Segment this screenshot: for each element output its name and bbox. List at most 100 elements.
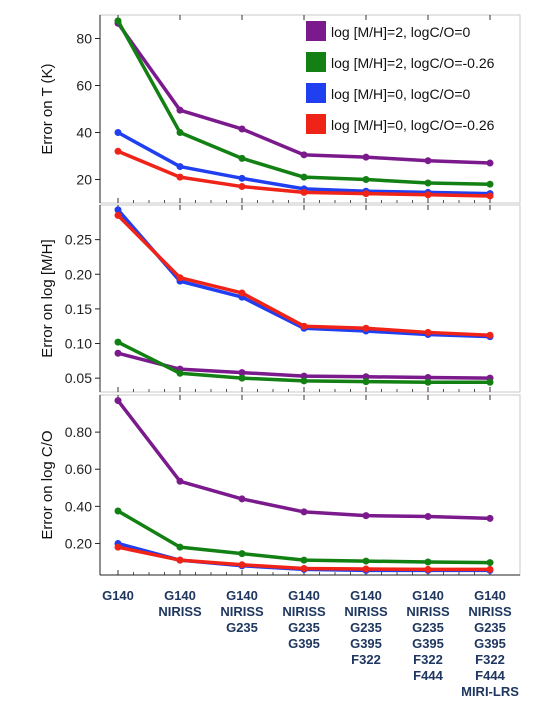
legend-label: log [M/H]=2, logC/O=-0.26: [331, 55, 495, 71]
data-point: [114, 211, 122, 219]
panel-1: 20 40 60 80 Error on T (K) log [M/H]=2, logC/…: [39, 14, 521, 204]
category-line: NIRISS: [282, 604, 326, 619]
data-point: [176, 106, 184, 114]
category-line: NIRISS: [344, 604, 388, 619]
data-point: [300, 173, 308, 181]
data-point: [300, 322, 308, 330]
data-point: [362, 176, 370, 183]
legend: log [M/H]=2, logC/O=0 log [M/H]=2, logC/O…: [306, 21, 495, 134]
data-point: [486, 331, 494, 339]
category-line: G140: [102, 588, 134, 603]
data-point: [114, 147, 122, 155]
category-line: G235: [288, 620, 320, 635]
data-point: [300, 565, 308, 573]
category-line: G140: [288, 588, 320, 603]
plot-area: [99, 394, 521, 576]
data-point: [176, 129, 184, 136]
y-axis-title: Error on log [M/H]: [39, 239, 56, 357]
y-tick-label: 0.60: [65, 461, 92, 477]
data-point: [176, 543, 184, 551]
y-axis-title: Error on T (K): [39, 63, 56, 154]
category-line: F322: [351, 652, 381, 667]
category-line: NIRISS: [406, 604, 450, 619]
data-point: [362, 565, 370, 573]
panel-3: 0.20 0.40 0.60 0.80 Error on log C/O: [39, 394, 521, 576]
category-line: G235: [350, 620, 382, 635]
data-point: [238, 561, 246, 569]
data-point: [486, 559, 494, 567]
data-point: [424, 328, 432, 336]
y-tick-label: 0.15: [65, 301, 92, 317]
data-point: [424, 157, 432, 165]
data-point: [176, 477, 184, 485]
data-point: [238, 183, 246, 191]
y-tick-label: 0.25: [65, 232, 92, 248]
y-tick-label: 0.05: [65, 370, 92, 386]
data-point: [424, 378, 432, 386]
legend-swatch: [306, 114, 326, 134]
data-point: [486, 378, 494, 386]
data-point: [238, 154, 246, 162]
data-point: [114, 349, 122, 357]
category-line: F322: [475, 652, 505, 667]
data-point: [300, 151, 308, 159]
legend-label: log [M/H]=2, logC/O=0: [331, 24, 471, 40]
y-tick-label: 0.40: [65, 498, 92, 514]
data-point: [362, 512, 370, 520]
data-point: [486, 514, 494, 522]
data-point: [424, 179, 432, 187]
data-point: [424, 513, 432, 521]
category-line: F322: [413, 652, 443, 667]
category-line: G140: [412, 588, 444, 603]
category-line: NIRISS: [468, 604, 512, 619]
data-point: [176, 556, 184, 564]
category-line: F444: [413, 668, 443, 683]
data-point: [300, 188, 308, 196]
data-point: [300, 372, 308, 380]
data-point: [424, 558, 432, 566]
data-point: [486, 180, 494, 188]
category-line: G395: [412, 636, 444, 651]
data-point: [176, 163, 184, 171]
category-line: G395: [288, 636, 320, 651]
data-point: [362, 373, 370, 381]
data-point: [238, 289, 246, 297]
legend-swatch: [306, 83, 326, 103]
data-point: [114, 129, 122, 136]
category-line: F444: [475, 668, 505, 683]
data-point: [114, 206, 122, 214]
y-tick-label: 40: [76, 125, 92, 141]
legend-swatch: [306, 52, 326, 72]
data-point: [300, 377, 308, 385]
category-line: NIRISS: [158, 604, 202, 619]
legend-swatch: [306, 21, 326, 41]
data-point: [424, 191, 432, 199]
data-point: [114, 397, 122, 405]
data-point: [362, 378, 370, 386]
plot-area: [99, 14, 521, 204]
data-point: [114, 17, 122, 25]
y-tick-label: 0.80: [65, 424, 92, 440]
data-point: [176, 369, 184, 377]
data-point: [238, 495, 246, 503]
y-axis-title: Error on log C/O: [39, 430, 56, 539]
data-point: [114, 338, 122, 346]
data-point: [424, 565, 432, 573]
y-tick-label: 0.10: [65, 336, 92, 352]
panel-2: 0.05 0.10 0.15 0.20 0.25 Error on log [M/H]: [39, 204, 521, 393]
category-line: MIRI-LRS: [461, 684, 519, 699]
category-line: G140: [350, 588, 382, 603]
data-point: [238, 374, 246, 382]
y-tick-label: 80: [76, 31, 92, 47]
data-point: [300, 556, 308, 564]
category-line: G140: [474, 588, 506, 603]
data-point: [424, 373, 432, 381]
data-point: [238, 369, 246, 377]
legend-label: log [M/H]=0, logC/O=0: [331, 86, 471, 102]
plot-area: [99, 204, 521, 393]
